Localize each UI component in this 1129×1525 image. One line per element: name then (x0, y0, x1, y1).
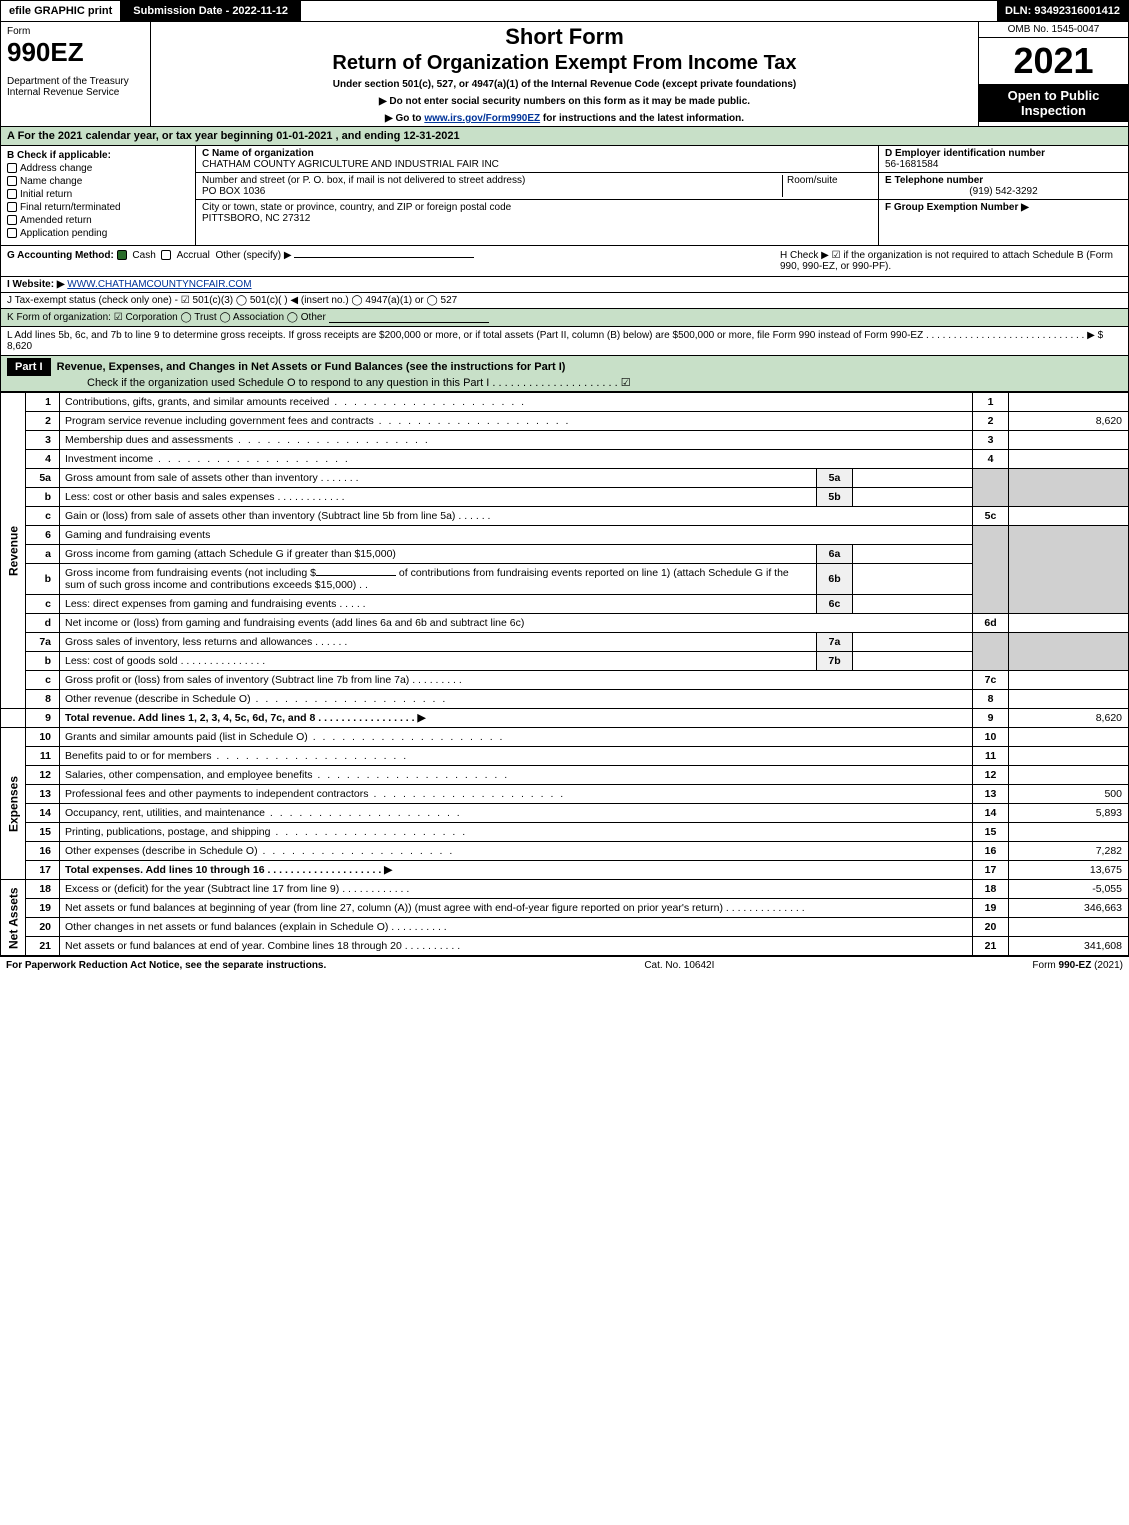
line-9-value: 8,620 (1009, 709, 1129, 728)
section-a-calendar-year: A For the 2021 calendar year, or tax yea… (0, 127, 1129, 146)
line-6a-value (853, 545, 973, 564)
part-1-header: Part I Revenue, Expenses, and Changes in… (0, 356, 1129, 392)
sidebar-revenue: Revenue (1, 393, 26, 709)
line-4-value (1009, 450, 1129, 469)
line-19-value: 346,663 (1009, 899, 1129, 918)
info-grid: B Check if applicable: Address change Na… (0, 146, 1129, 246)
department: Department of the Treasury Internal Reve… (7, 76, 144, 98)
chk-amended-return[interactable]: Amended return (7, 215, 189, 226)
line-12-value (1009, 766, 1129, 785)
chk-accrual[interactable] (161, 250, 171, 260)
website-link[interactable]: WWW.CHATHAMCOUNTYNCFAIR.COM (67, 279, 251, 290)
sidebar-net-assets: Net Assets (1, 880, 26, 956)
part-1-check: Check if the organization used Schedule … (7, 376, 1122, 389)
group-exemption-row: F Group Exemption Number ▶ (879, 200, 1128, 215)
section-k: K Form of organization: ☑ Corporation ◯ … (0, 309, 1129, 327)
line-5c-value (1009, 507, 1129, 526)
part-1-table: Revenue 1 Contributions, gifts, grants, … (0, 392, 1129, 956)
line-5a-value (853, 469, 973, 488)
chk-final-return[interactable]: Final return/terminated (7, 202, 189, 213)
efile-label[interactable]: efile GRAPHIC print (1, 1, 121, 21)
line-14-value: 5,893 (1009, 804, 1129, 823)
sidebar-expenses: Expenses (1, 728, 26, 880)
ssn-warning: ▶ Do not enter social security numbers o… (159, 96, 970, 107)
tax-year: 2021 (979, 38, 1128, 84)
page-footer: For Paperwork Reduction Act Notice, see … (0, 956, 1129, 974)
line-3-value (1009, 431, 1129, 450)
form-number: 990EZ (7, 37, 144, 68)
ein: 56-1681584 (885, 159, 1122, 170)
section-l: L Add lines 5b, 6c, and 7b to line 9 to … (0, 327, 1129, 356)
tel-row: E Telephone number (919) 542-3292 (879, 173, 1128, 200)
org-name: CHATHAM COUNTY AGRICULTURE AND INDUSTRIA… (202, 159, 872, 170)
ein-row: D Employer identification number 56-1681… (879, 146, 1128, 173)
line-7b-value (853, 652, 973, 671)
line-10-value (1009, 728, 1129, 747)
line-16-value: 7,282 (1009, 842, 1129, 861)
section-i: I Website: ▶ WWW.CHATHAMCOUNTYNCFAIR.COM (0, 277, 1129, 293)
city-row: City or town, state or province, country… (196, 200, 878, 226)
form-label: Form (7, 26, 144, 37)
line-6b-contrib-input[interactable] (316, 575, 396, 576)
line-6c-value (853, 595, 973, 614)
footer-form-ref: Form 990-EZ (2021) (1032, 960, 1123, 971)
telephone: (919) 542-3292 (885, 186, 1122, 197)
return-title: Return of Organization Exempt From Incom… (159, 52, 970, 75)
section-b: B Check if applicable: Address change Na… (1, 146, 196, 245)
other-org-input[interactable] (329, 312, 489, 323)
line-8-value (1009, 690, 1129, 709)
open-to-public: Open to Public Inspection (979, 84, 1128, 122)
chk-initial-return[interactable]: Initial return (7, 189, 189, 200)
line-6b-value (853, 564, 973, 595)
line-5b-value (853, 488, 973, 507)
footer-cat-no: Cat. No. 10642I (644, 960, 714, 971)
line-13-value: 500 (1009, 785, 1129, 804)
line-15-value (1009, 823, 1129, 842)
omb-number: OMB No. 1545-0047 (979, 22, 1128, 38)
dln: DLN: 93492316001412 (997, 1, 1128, 21)
under-section: Under section 501(c), 527, or 4947(a)(1)… (159, 79, 970, 90)
street-row: Number and street (or P. O. box, if mail… (196, 173, 878, 200)
line-6d-value (1009, 614, 1129, 633)
footer-left: For Paperwork Reduction Act Notice, see … (6, 960, 326, 971)
line-20-value (1009, 918, 1129, 937)
city: PITTSBORO, NC 27312 (202, 213, 872, 224)
line-17-value: 13,675 (1009, 861, 1129, 880)
section-h: H Check ▶ ☑ if the organization is not r… (772, 250, 1122, 272)
submission-date: Submission Date - 2022-11-12 (121, 1, 301, 21)
chk-application-pending[interactable]: Application pending (7, 228, 189, 239)
street: PO BOX 1036 (202, 186, 782, 197)
section-g: G Accounting Method: Cash Accrual Other … (7, 250, 772, 272)
other-specify-input[interactable] (294, 257, 474, 258)
chk-address-change[interactable]: Address change (7, 163, 189, 174)
section-d-e-f: D Employer identification number 56-1681… (878, 146, 1128, 245)
part-1-label: Part I (7, 358, 51, 376)
line-1-value (1009, 393, 1129, 412)
top-bar: efile GRAPHIC print Submission Date - 20… (0, 0, 1129, 22)
header-right: OMB No. 1545-0047 2021 Open to Public In… (978, 22, 1128, 126)
line-18-value: -5,055 (1009, 880, 1129, 899)
org-name-row: C Name of organization CHATHAM COUNTY AG… (196, 146, 878, 173)
header-left: Form 990EZ Department of the Treasury In… (1, 22, 151, 126)
header-center: Short Form Return of Organization Exempt… (151, 22, 978, 126)
chk-cash[interactable] (117, 250, 127, 260)
form-header: Form 990EZ Department of the Treasury In… (0, 22, 1129, 127)
section-c: C Name of organization CHATHAM COUNTY AG… (196, 146, 878, 245)
room-suite-label: Room/suite (782, 175, 872, 197)
irs-link[interactable]: www.irs.gov/Form990EZ (424, 113, 540, 124)
line-2-value: 8,620 (1009, 412, 1129, 431)
section-b-label: B Check if applicable: (7, 150, 189, 161)
chk-name-change[interactable]: Name change (7, 176, 189, 187)
line-11-value (1009, 747, 1129, 766)
goto-note: ▶ Go to www.irs.gov/Form990EZ for instru… (159, 113, 970, 124)
line-21-value: 341,608 (1009, 937, 1129, 956)
line-7c-value (1009, 671, 1129, 690)
short-form-title: Short Form (159, 24, 970, 50)
line-7a-value (853, 633, 973, 652)
part-1-title: Revenue, Expenses, and Changes in Net As… (57, 361, 566, 373)
section-g-h: G Accounting Method: Cash Accrual Other … (0, 246, 1129, 277)
section-j: J Tax-exempt status (check only one) - ☑… (0, 293, 1129, 309)
